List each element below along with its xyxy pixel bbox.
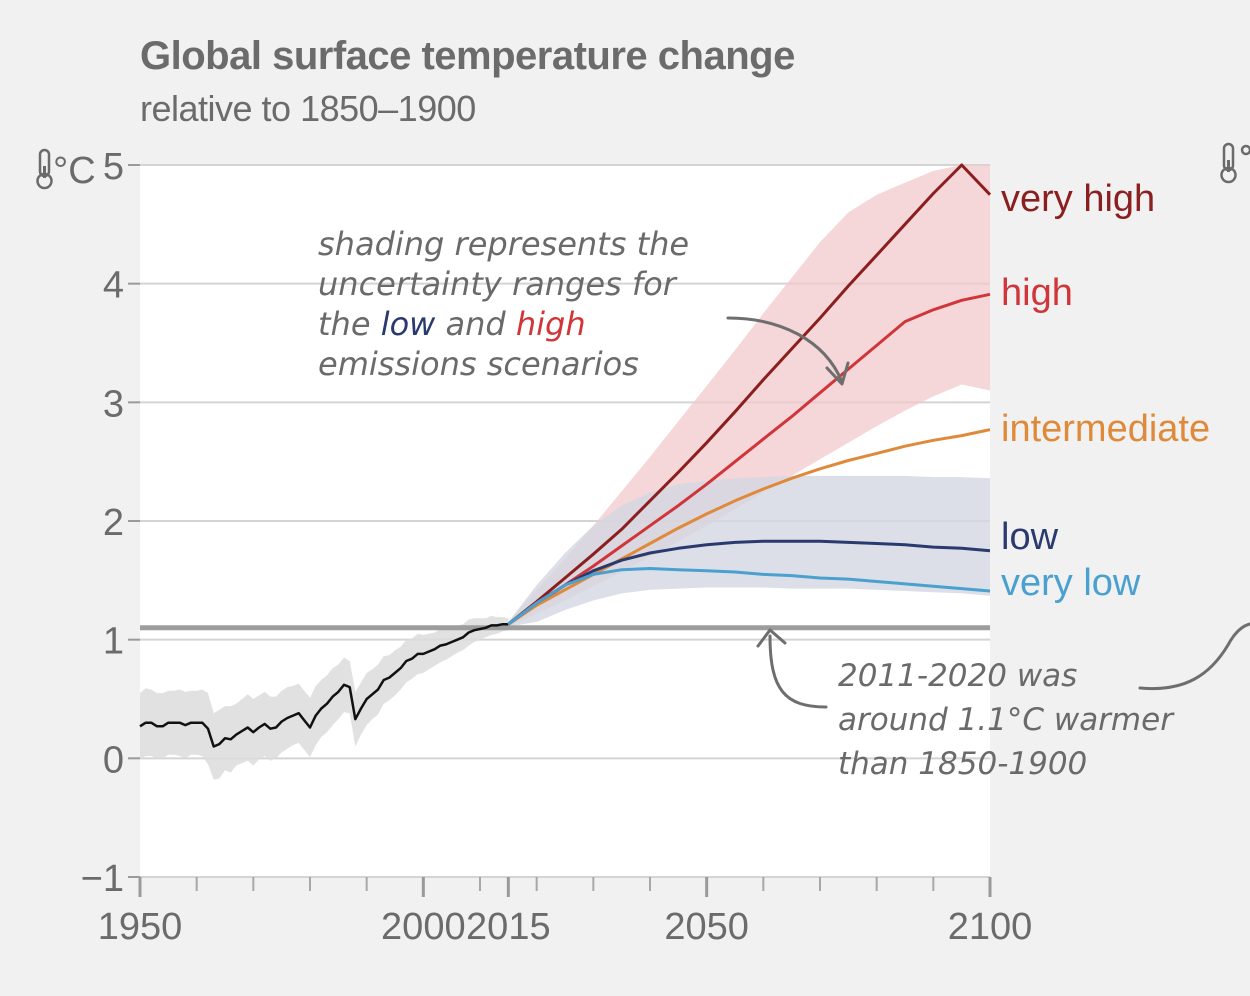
y-tick-label: 0 xyxy=(103,739,124,781)
reference-arrow xyxy=(768,634,828,709)
x-tick-label: 2100 xyxy=(948,906,1033,948)
series-label-high: high xyxy=(1001,272,1073,314)
series-label-very-low: very low xyxy=(1001,562,1141,604)
shading-arrow xyxy=(726,316,844,384)
y-tick-label: 4 xyxy=(103,265,124,307)
annotation-arrows xyxy=(726,316,1250,709)
series-line-very-high xyxy=(507,163,992,626)
series-line-low xyxy=(507,539,991,626)
y-tick-label: 1 xyxy=(103,621,124,663)
shading-note-line-3: the low and high xyxy=(318,304,689,344)
thermometer-icon xyxy=(36,148,53,190)
high-word: high xyxy=(515,305,586,343)
series-line-very-low xyxy=(507,567,991,626)
x-tick-label: 2000 xyxy=(381,906,466,948)
shading-note-line-4: emissions scenarios xyxy=(318,345,639,383)
y-tick-label: 5 xyxy=(103,146,124,188)
shading-note-text: the xyxy=(318,305,381,343)
series-label-low: low xyxy=(1001,516,1059,558)
series-line-high xyxy=(507,292,991,626)
reference-note-line-1: 2011-2020 was xyxy=(838,658,1078,694)
chart-subtitle: relative to 1850–1900 xyxy=(140,88,476,129)
series-label-very-high: very high xyxy=(1001,178,1155,220)
low-uncertainty-band xyxy=(508,475,990,627)
axes: −1 0 1 2 3 4 5 1950 2000 2015 2050 2100 xyxy=(81,146,1033,948)
chart-title: Global surface temperature change xyxy=(140,34,795,78)
x-tick-label: 1950 xyxy=(98,906,183,948)
historical-line xyxy=(139,622,509,748)
shading-note-text: and xyxy=(435,305,516,343)
historical-series xyxy=(139,622,509,748)
reference-note: 2011-2020 was around 1.1°C warmer than 1… xyxy=(838,654,1173,786)
series-label-intermediate: intermediate xyxy=(1001,408,1210,450)
shading-note: shading represents the uncertainty range… xyxy=(318,224,689,384)
shading-note-line-1: shading represents the xyxy=(318,225,690,263)
reference-arrowhead xyxy=(756,628,787,648)
shading-arrowhead xyxy=(825,361,850,386)
scenario-lines xyxy=(507,163,992,626)
side-arrow xyxy=(1138,622,1250,691)
y-tick-label: −1 xyxy=(81,858,124,900)
y-tick-label: 2 xyxy=(103,502,124,544)
reference-note-line-3: than 1850-1900 xyxy=(838,746,1088,782)
shading-note-line-2: uncertainty ranges for xyxy=(318,265,676,303)
thermometer-icon-right xyxy=(1220,142,1250,184)
low-word: low xyxy=(380,305,436,343)
y-tick-label: 3 xyxy=(103,383,124,425)
x-tick-label: 2015 xyxy=(466,906,551,948)
y-axis-unit: °C xyxy=(53,150,96,192)
x-tick-label: 2050 xyxy=(664,906,749,948)
reference-note-line-2: around 1.1°C warmer xyxy=(838,702,1173,738)
